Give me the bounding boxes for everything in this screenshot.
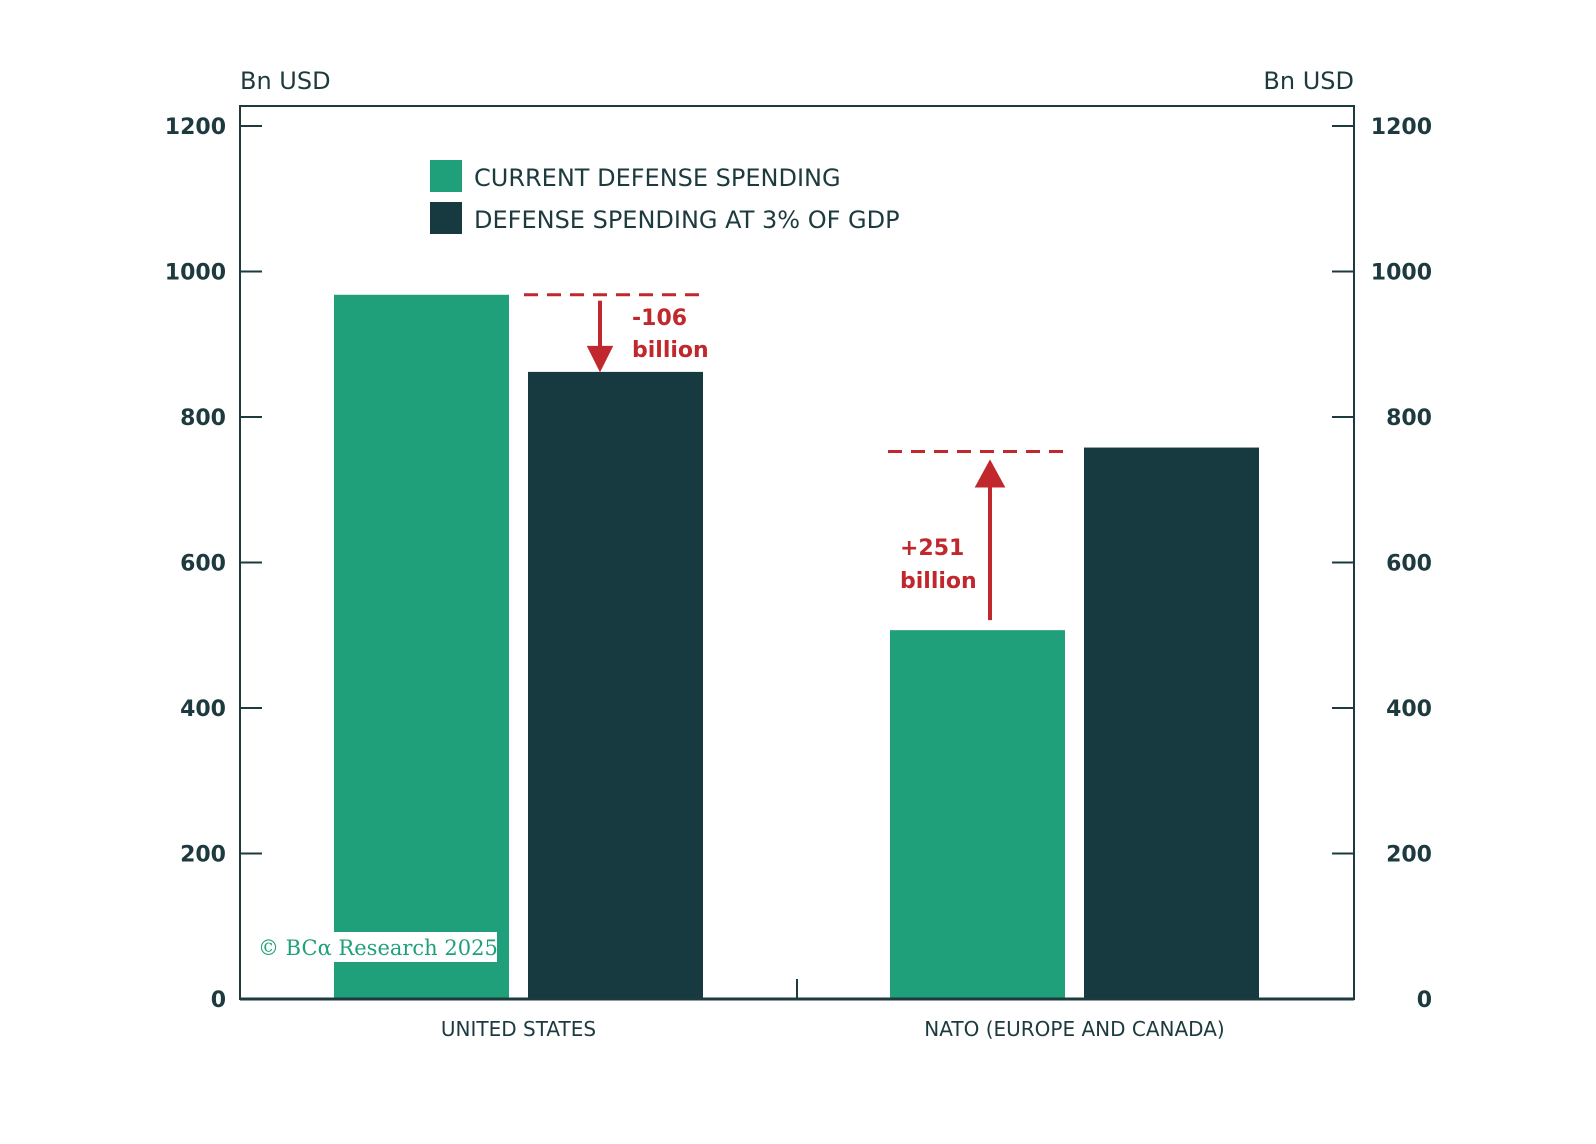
category-label: UNITED STATES [441, 1017, 596, 1041]
annotation-value: +251 [900, 536, 964, 561]
legend-swatch [430, 160, 462, 192]
left-tick-label: 400 [180, 697, 226, 722]
right-axis-unit: Bn USD [1263, 67, 1354, 95]
bar-3pct-0 [528, 371, 703, 999]
right-tick-label: 200 [1386, 843, 1432, 868]
right-tick-label: 1200 [1371, 115, 1432, 140]
left-tick-label: 1000 [165, 261, 226, 286]
arrow-down-icon [586, 300, 614, 373]
left-tick-label: 600 [180, 552, 226, 577]
watermark: © BCα Research 2025 [255, 932, 498, 962]
annotation-0: -106 billion [524, 293, 709, 373]
bar-3pct-1 [1084, 447, 1259, 999]
annotation-unit: billion [632, 338, 709, 363]
bar-current-0 [334, 294, 509, 999]
bar-current-1 [890, 630, 1065, 999]
svg-text:© BCα Research 2025: © BCα Research 2025 [258, 936, 498, 960]
legend-swatch [430, 202, 462, 234]
annotation-1: +251 billion [888, 450, 1070, 621]
legend-label: DEFENSE SPENDING AT 3% OF GDP [474, 206, 900, 234]
right-tick-label: 600 [1386, 552, 1432, 577]
left-tick-label: 0 [211, 988, 226, 1013]
right-tick-label: 0 [1417, 988, 1432, 1013]
annotation-unit: billion [900, 569, 977, 594]
left-tick-label: 1200 [165, 115, 226, 140]
annotation-value: -106 [632, 306, 687, 331]
left-tick-label: 800 [180, 406, 226, 431]
right-tick-label: 800 [1386, 406, 1432, 431]
arrow-up-icon [974, 459, 1006, 621]
category-label: NATO (EUROPE AND CANADA) [924, 1017, 1224, 1041]
right-tick-label: 1000 [1371, 261, 1432, 286]
left-tick-label: 200 [180, 843, 226, 868]
legend-label: CURRENT DEFENSE SPENDING [474, 164, 841, 192]
right-tick-label: 400 [1386, 697, 1432, 722]
left-axis-unit: Bn USD [240, 67, 331, 95]
